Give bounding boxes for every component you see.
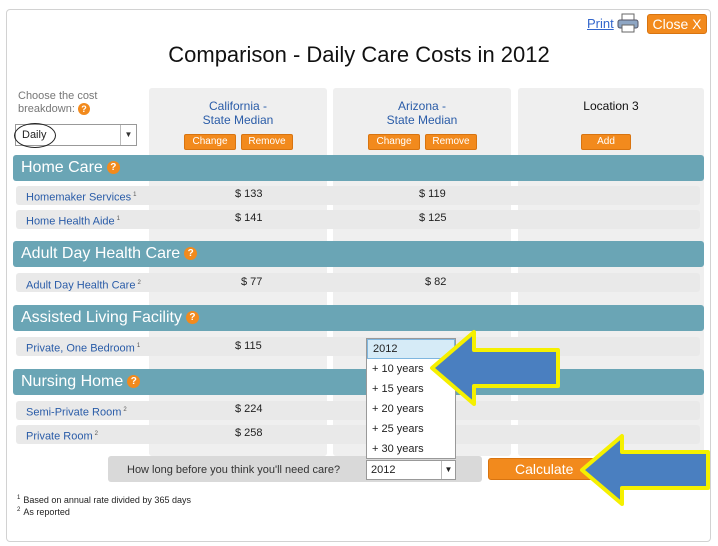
callout-arrow-icon bbox=[430, 330, 560, 406]
section-adult-day-health-care: Adult Day Health Care? bbox=[13, 241, 704, 267]
cell-value: $ 119 bbox=[419, 188, 446, 200]
close-button[interactable]: Close X bbox=[647, 14, 707, 34]
cell-value: $ 224 bbox=[235, 403, 263, 415]
dropdown-option[interactable]: + 15 years bbox=[372, 383, 424, 395]
footnote: 2 As reported bbox=[17, 507, 70, 517]
cell-value: $ 77 bbox=[241, 276, 263, 288]
printer-icon[interactable] bbox=[617, 13, 639, 33]
location-1-name: California - State Median bbox=[202, 99, 274, 127]
chevron-down-icon[interactable]: ▼ bbox=[441, 461, 455, 479]
location-3-name: Location 3 bbox=[583, 99, 639, 113]
table-row bbox=[16, 401, 700, 420]
cell-value: $ 82 bbox=[425, 276, 447, 288]
help-icon[interactable]: ? bbox=[77, 103, 90, 116]
cell-value: $ 133 bbox=[235, 188, 263, 200]
table-row bbox=[16, 186, 700, 205]
row-label[interactable]: Adult Day Health Care 2 bbox=[26, 279, 141, 292]
section-assisted-living: Assisted Living Facility? bbox=[13, 305, 704, 331]
help-icon[interactable]: ? bbox=[127, 375, 141, 389]
change-location-2-button[interactable]: Change bbox=[368, 134, 420, 150]
dropdown-option[interactable]: + 20 years bbox=[372, 403, 424, 415]
callout-arrow-icon bbox=[580, 434, 710, 506]
cell-value: $ 258 bbox=[235, 427, 263, 439]
table-row bbox=[16, 210, 700, 229]
row-label[interactable]: Private Room 2 bbox=[26, 430, 98, 443]
remove-location-1-button[interactable]: Remove bbox=[241, 134, 293, 150]
help-icon[interactable]: ? bbox=[106, 161, 120, 175]
row-label[interactable]: Homemaker Services 1 bbox=[26, 191, 137, 204]
row-label[interactable]: Private, One Bedroom 1 bbox=[26, 342, 141, 355]
help-icon[interactable]: ? bbox=[184, 247, 198, 261]
years-select[interactable]: 2012 ▼ bbox=[366, 460, 456, 480]
row-label[interactable]: Home Health Aide 1 bbox=[26, 215, 121, 228]
change-location-1-button[interactable]: Change bbox=[184, 134, 236, 150]
cell-value: $ 125 bbox=[419, 212, 447, 224]
chevron-down-icon[interactable]: ▼ bbox=[120, 125, 136, 145]
page-title: Comparison - Daily Care Costs in 2012 bbox=[168, 42, 550, 67]
section-nursing-home: Nursing Home? bbox=[13, 369, 704, 395]
care-timing-question: How long before you think you'll need ca… bbox=[127, 464, 341, 476]
section-home-care: Home Care? bbox=[13, 155, 704, 181]
location-2-name: Arizona - State Median bbox=[386, 99, 458, 127]
breakdown-label: Choose the cost breakdown: ? bbox=[18, 90, 98, 116]
table-row bbox=[16, 273, 700, 292]
cell-value: $ 141 bbox=[235, 212, 263, 224]
print-link[interactable]: Print bbox=[587, 16, 614, 31]
footnote: 1 Based on annual rate divided by 365 day… bbox=[17, 495, 191, 505]
calculate-button[interactable]: Calculate bbox=[488, 458, 600, 480]
dropdown-option[interactable]: + 30 years bbox=[372, 443, 424, 455]
help-icon[interactable]: ? bbox=[185, 311, 199, 325]
dropdown-option[interactable]: + 10 years bbox=[372, 363, 424, 375]
cell-value: $ 115 bbox=[235, 340, 262, 352]
add-location-button[interactable]: Add bbox=[581, 134, 631, 150]
remove-location-2-button[interactable]: Remove bbox=[425, 134, 477, 150]
highlight-oval bbox=[14, 123, 56, 148]
row-label[interactable]: Semi-Private Room 2 bbox=[26, 406, 127, 419]
dropdown-option[interactable]: + 25 years bbox=[372, 423, 424, 435]
table-row bbox=[16, 425, 700, 444]
